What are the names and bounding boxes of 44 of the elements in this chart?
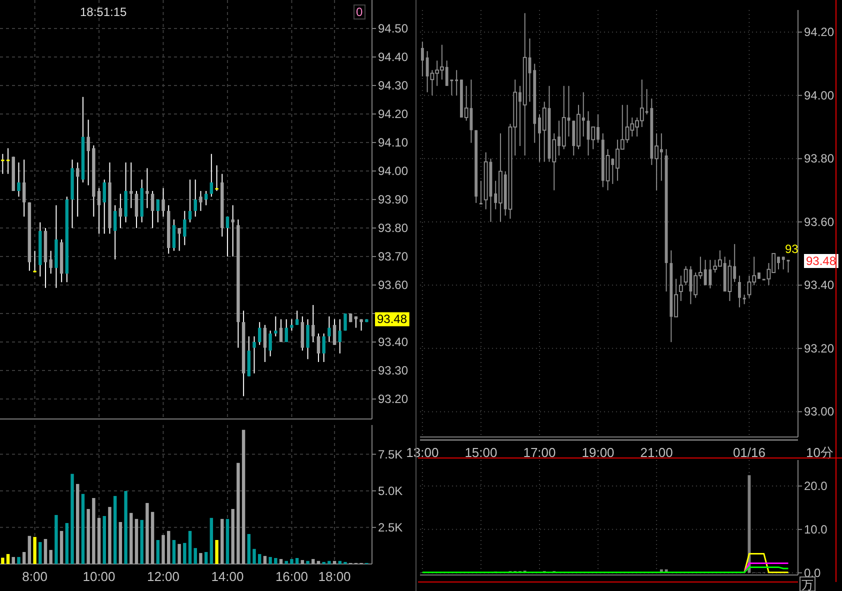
annotation: 93 bbox=[785, 242, 799, 256]
annotation: 0 bbox=[356, 5, 363, 19]
y-tick-label: 93.40 bbox=[804, 278, 834, 292]
y-tick-label: 7.5K bbox=[378, 447, 403, 462]
x-tick-label: 21:00 bbox=[640, 445, 673, 460]
y-tick-label: 94.50 bbox=[378, 22, 408, 36]
x-tick-label: 18:00 bbox=[318, 569, 351, 584]
y-tick-label: 93.20 bbox=[378, 392, 408, 406]
x-tick-label: 13:00 bbox=[406, 445, 439, 460]
x-tick-label: 12:00 bbox=[146, 569, 180, 584]
y-tick-label: 94.30 bbox=[378, 78, 408, 93]
y-tick-label: 93.60 bbox=[378, 278, 408, 292]
text: 93.48 bbox=[806, 254, 836, 268]
x-tick-label: 10:00 bbox=[82, 569, 116, 584]
y-tick-label: 5.0K bbox=[378, 484, 403, 498]
x-tick-label: 17:00 bbox=[523, 445, 556, 460]
x-tick-label: 19:00 bbox=[582, 445, 614, 460]
y-tick-label: 10.0 bbox=[804, 522, 828, 536]
x-tick-label: 14:00 bbox=[211, 569, 244, 584]
x-tick-label: 01/16 bbox=[732, 445, 766, 460]
y-tick-label: 93.20 bbox=[804, 341, 834, 356]
annotation: 93.48 bbox=[377, 312, 408, 326]
y-tick-label: 94.20 bbox=[378, 107, 408, 122]
y-tick-label: 0.0 bbox=[804, 566, 822, 580]
y-axis-title: 万 bbox=[802, 578, 814, 591]
y-tick-label: 93.60 bbox=[804, 214, 834, 229]
y-tick-label: 93.30 bbox=[378, 364, 408, 378]
y-tick-label: 20.0 bbox=[804, 479, 828, 494]
y-tick-label: 93.00 bbox=[804, 404, 834, 419]
y-tick-label: 94.00 bbox=[378, 164, 408, 178]
y-tick-label: 94.20 bbox=[804, 25, 834, 40]
y-tick-label: 93.80 bbox=[378, 221, 408, 236]
y-tick-label: 93.80 bbox=[804, 152, 834, 166]
y-tick-label: 93.40 bbox=[378, 335, 408, 350]
y-tick-label: 93.90 bbox=[378, 192, 408, 207]
x-tick-label: 16:00 bbox=[275, 569, 308, 584]
y-tick-label: 94.10 bbox=[378, 136, 408, 150]
y-tick-label: 93.70 bbox=[378, 250, 408, 264]
x-tick-label: 15:00 bbox=[464, 445, 498, 460]
y-tick-label: 94.00 bbox=[804, 88, 834, 102]
x-tick-label: 8:00 bbox=[22, 569, 48, 584]
y-tick-label: 94.40 bbox=[378, 50, 408, 64]
y-tick-label: 2.5K bbox=[378, 520, 403, 534]
annotation: 18:51:15 bbox=[80, 5, 128, 19]
